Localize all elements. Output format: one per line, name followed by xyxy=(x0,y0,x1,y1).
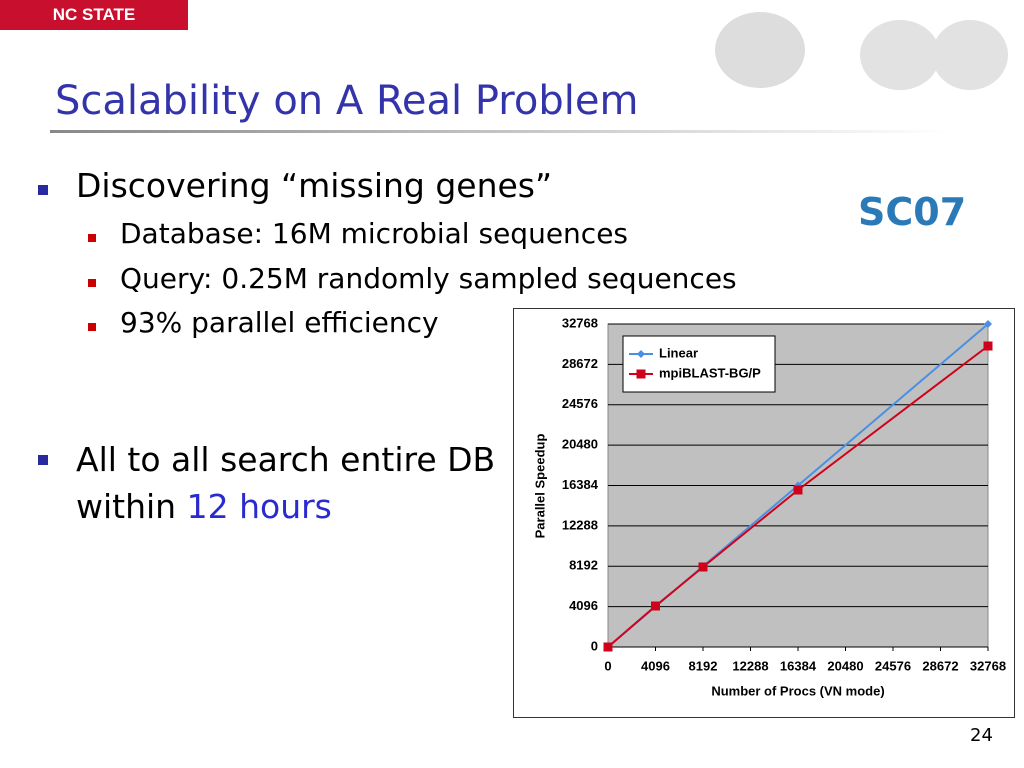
y-tick-label: 12288 xyxy=(562,517,598,532)
x-tick-label: 24576 xyxy=(875,658,911,673)
x-tick-label: 12288 xyxy=(732,658,768,673)
legend-marker xyxy=(636,369,646,379)
point xyxy=(983,341,993,351)
bullet-text: All to all search entire DB within 12 ho… xyxy=(76,436,506,530)
highlight: 12 hours xyxy=(186,487,332,526)
bullet xyxy=(88,234,96,242)
sub-bullet: Database: 16M microbial sequences xyxy=(120,217,629,250)
y-tick-label: 0 xyxy=(591,638,598,653)
legend-label: mpiBLAST-BG/P xyxy=(659,365,761,380)
legend-box xyxy=(622,335,776,393)
point xyxy=(603,642,613,652)
x-tick-label: 4096 xyxy=(641,658,670,673)
title-rule xyxy=(50,130,950,133)
legend-label: Linear xyxy=(659,345,698,360)
chart: Parallel Speedup Number of Procs (VN mod… xyxy=(513,308,1015,718)
y-tick-label: 24576 xyxy=(562,396,598,411)
point xyxy=(793,485,803,495)
x-axis-label: Number of Procs (VN mode) xyxy=(711,683,884,698)
badge: SC07 xyxy=(858,190,967,234)
y-tick-label: 4096 xyxy=(569,598,598,613)
bullet xyxy=(38,185,48,195)
x-tick-label: 20480 xyxy=(827,658,863,673)
y-tick-label: 32768 xyxy=(562,315,598,330)
page-number: 24 xyxy=(970,725,993,746)
x-tick-label: 0 xyxy=(604,658,611,673)
y-tick-label: 20480 xyxy=(562,437,598,452)
x-tick-label: 32768 xyxy=(970,658,1006,673)
bullet-text: Discovering “missing genes” xyxy=(76,166,553,205)
sub-bullet: Query: 0.25M randomly sampled sequences xyxy=(120,262,737,295)
y-axis-label: Parallel Speedup xyxy=(532,434,547,539)
x-tick-label: 8192 xyxy=(689,658,718,673)
point xyxy=(651,601,660,611)
bullet xyxy=(88,323,96,331)
slide-title: Scalability on A Real Problem xyxy=(55,78,639,124)
point xyxy=(984,320,992,328)
y-tick-label: 16384 xyxy=(562,477,599,492)
y-tick-label: 28672 xyxy=(562,356,598,371)
text: All to all search entire DB within xyxy=(76,440,496,526)
wolves xyxy=(715,12,1008,90)
sub-bullet: 93% parallel efficiency xyxy=(120,306,439,339)
legend-marker xyxy=(637,350,645,358)
point xyxy=(698,562,708,572)
x-tick-label: 28672 xyxy=(922,658,958,673)
x-tick-label: 16384 xyxy=(780,658,817,673)
legend: Linear mpiBLAST-BG/P xyxy=(622,335,776,393)
logo: NC STATE UNIVERSITY xyxy=(0,0,188,54)
y-tick-label: 8192 xyxy=(569,558,598,573)
bullet xyxy=(38,455,48,465)
bullet xyxy=(88,279,96,287)
